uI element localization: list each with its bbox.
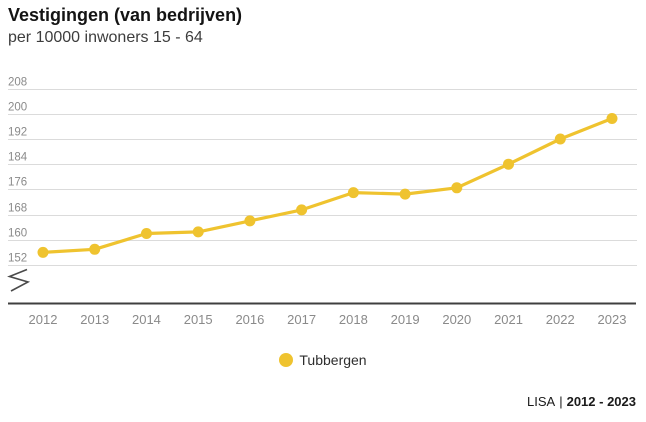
source-name: LISA (527, 394, 556, 409)
data-point[interactable] (399, 188, 411, 200)
source-attribution: LISA | 2012 - 2023 (527, 394, 636, 409)
chart-legend: Tubbergen (0, 352, 646, 368)
source-year-range: 2012 - 2023 (566, 394, 636, 409)
x-tick-label: 2017 (287, 312, 316, 327)
data-point[interactable] (554, 133, 566, 145)
y-tick-label: 200 (8, 102, 27, 114)
source-separator: | (559, 394, 563, 409)
data-point[interactable] (606, 113, 618, 124)
data-point[interactable] (451, 182, 463, 194)
x-tick-label: 2012 (29, 312, 58, 327)
x-tick-label: 2015 (184, 312, 213, 327)
chart-subtitle: per 10000 inwoners 15 - 64 (8, 29, 203, 46)
legend-series-label: Tubbergen (299, 352, 367, 368)
y-tick-label: 160 (8, 228, 27, 240)
x-tick-label: 2020 (442, 312, 471, 327)
data-point[interactable] (244, 215, 256, 227)
axis-break-icon (7, 268, 31, 292)
x-tick-label: 2018 (339, 312, 368, 327)
data-point[interactable] (296, 204, 308, 216)
x-tick-label: 2014 (132, 312, 161, 327)
x-tick-label: 2019 (391, 312, 420, 327)
x-tick-label: 2013 (80, 312, 109, 327)
legend-series-dot-icon (279, 353, 294, 367)
x-tick-label: 2023 (598, 312, 627, 327)
x-tick-label: 2021 (494, 312, 523, 327)
y-tick-label: 168 (8, 203, 27, 215)
y-tick-label: 176 (8, 177, 27, 189)
data-line (41, 116, 614, 254)
y-tick-label: 208 (8, 77, 27, 89)
chart-header: Vestigingen (van bedrijven) per 10000 in… (8, 5, 242, 47)
y-tick-label: 192 (8, 127, 27, 139)
y-tick-label: 184 (8, 152, 28, 164)
data-point[interactable] (192, 226, 204, 238)
y-tick-label: 152 (8, 253, 27, 265)
data-point[interactable] (89, 243, 101, 255)
x-tick-label: 2022 (546, 312, 575, 327)
data-point[interactable] (503, 158, 514, 170)
data-point[interactable] (141, 228, 152, 239)
x-tick-label: 2016 (235, 312, 264, 327)
data-point[interactable] (37, 246, 49, 258)
chart-title: Vestigingen (van bedrijven) (8, 5, 243, 25)
data-point[interactable] (347, 187, 359, 199)
